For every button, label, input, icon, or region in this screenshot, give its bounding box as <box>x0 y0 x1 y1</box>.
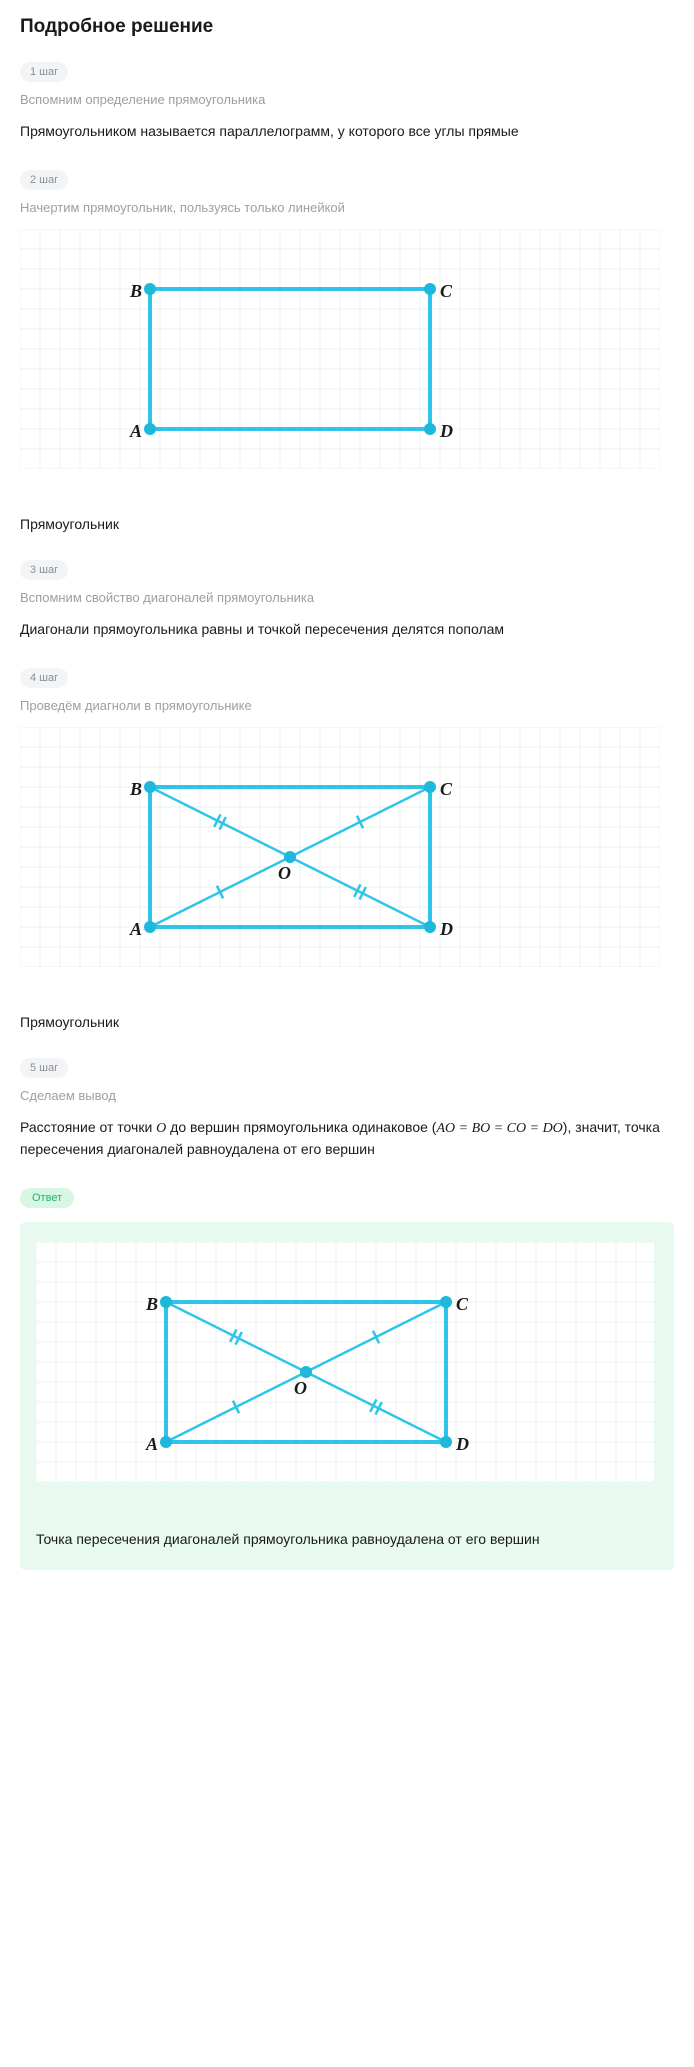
step-badge: 1 шаг <box>20 62 68 82</box>
diagram-answer: O A B C D <box>36 1242 658 1487</box>
svg-text:D: D <box>455 1434 469 1454</box>
step-desc: Сделаем вывод <box>20 1088 674 1103</box>
svg-text:D: D <box>439 421 453 441</box>
step-desc: Вспомним определение прямоугольника <box>20 92 674 107</box>
svg-text:B: B <box>145 1294 158 1314</box>
svg-text:C: C <box>456 1294 469 1314</box>
svg-text:O: O <box>278 863 291 883</box>
step-badge: 2 шаг <box>20 170 68 190</box>
text: до вершин прямоугольника одинаковое ( <box>166 1119 436 1135</box>
svg-text:C: C <box>440 281 453 301</box>
step-content: Прямоугольником называется параллелограм… <box>20 121 674 142</box>
svg-text:B: B <box>129 779 142 799</box>
step-4: 4 шаг Проведём диагноли в прямоугольнике… <box>20 668 674 1030</box>
svg-text:A: A <box>129 421 142 441</box>
answer-badge: Ответ <box>20 1188 74 1208</box>
svg-text:A: A <box>129 919 142 939</box>
svg-text:D: D <box>439 919 453 939</box>
step-2: 2 шаг Начертим прямоугольник, пользуясь … <box>20 170 674 532</box>
answer-box: O A B C D Точка пересечения диагоналей прямо… <box>20 1222 674 1570</box>
svg-text:O: O <box>294 1378 307 1398</box>
step-badge: 3 шаг <box>20 560 68 580</box>
diagram-rectangle-diagonals: O A B C D <box>20 727 674 972</box>
answer-section: Ответ O A B C D Точка пересечения диагоналей… <box>20 1188 674 1570</box>
step-1: 1 шаг Вспомним определение прямоугольник… <box>20 62 674 142</box>
step-desc: Проведём диагноли в прямоугольнике <box>20 698 674 713</box>
step-content: Диагонали прямоугольника равны и точкой … <box>20 619 674 640</box>
svg-text:C: C <box>440 779 453 799</box>
answer-text: Точка пересечения диагоналей прямоугольн… <box>36 1529 658 1550</box>
step-desc: Начертим прямоугольник, пользуясь только… <box>20 200 674 215</box>
diagram-rectangle: A B C D <box>20 229 674 474</box>
diagram-caption: Прямоугольник <box>20 1014 674 1030</box>
svg-text:A: A <box>145 1434 158 1454</box>
diagram-caption: Прямоугольник <box>20 516 674 532</box>
step-3: 3 шаг Вспомним свойство диагоналей прямо… <box>20 560 674 640</box>
step-badge: 4 шаг <box>20 668 68 688</box>
step-badge: 5 шаг <box>20 1058 68 1078</box>
svg-text:B: B <box>129 281 142 301</box>
step-desc: Вспомним свойство диагоналей прямоугольн… <box>20 590 674 605</box>
page-title: Подробное решение <box>20 16 674 38</box>
step-content: Расстояние от точки O до вершин прямоуго… <box>20 1117 674 1160</box>
text: Расстояние от точки <box>20 1119 156 1135</box>
math-eq: AO = BO = CO = DO <box>436 1121 562 1136</box>
math-point: O <box>156 1121 166 1136</box>
step-5: 5 шаг Сделаем вывод Расстояние от точки … <box>20 1058 674 1160</box>
